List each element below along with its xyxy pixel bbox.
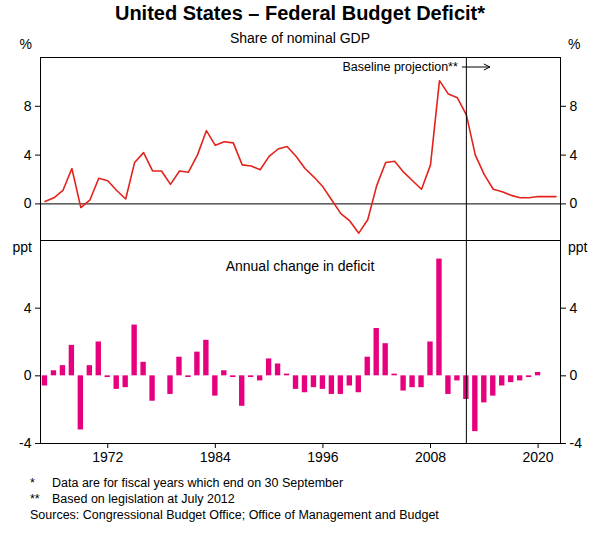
- svg-text:2008: 2008: [415, 449, 446, 465]
- svg-text:%: %: [568, 36, 580, 52]
- svg-text:-4: -4: [570, 435, 583, 451]
- svg-text:-4: -4: [19, 435, 32, 451]
- html-text:Data are for fiscal years whic: Data are for fiscal years which end on 3…: [52, 476, 344, 490]
- svg-text:8: 8: [24, 98, 32, 114]
- svg-text:ppt: ppt: [13, 240, 33, 255]
- svg-text:4: 4: [24, 300, 32, 316]
- svg-text:4: 4: [570, 147, 578, 163]
- svg-text:0: 0: [24, 367, 32, 383]
- svg-text:4: 4: [24, 147, 32, 163]
- svg-text:8: 8: [570, 98, 578, 114]
- html-text:Based on legislation at July 2: Based on legislation at July 2012: [52, 492, 235, 506]
- svg-text:1972: 1972: [92, 449, 123, 465]
- svg-text:4: 4: [570, 300, 578, 316]
- html-text:Sources: Congressional Budget: Sources: Congressional Budget Office; Of…: [30, 508, 439, 522]
- svg-text:Share of nominal GDP: Share of nominal GDP: [230, 30, 370, 46]
- svg-text:2020: 2020: [523, 449, 554, 465]
- svg-text:1996: 1996: [307, 449, 338, 465]
- html-text:United States – Federal Budget: United States – Federal Budget Deficit*: [115, 2, 485, 24]
- svg-text:%: %: [20, 36, 32, 52]
- svg-text:Baseline projection**: Baseline projection**: [343, 60, 458, 74]
- svg-text:0: 0: [24, 195, 32, 211]
- svg-text:Annual change in deficit: Annual change in deficit: [226, 258, 375, 274]
- svg-text:0: 0: [570, 195, 578, 211]
- svg-text:0: 0: [570, 367, 578, 383]
- svg-text:1984: 1984: [200, 449, 231, 465]
- svg-text:ppt: ppt: [568, 240, 588, 255]
